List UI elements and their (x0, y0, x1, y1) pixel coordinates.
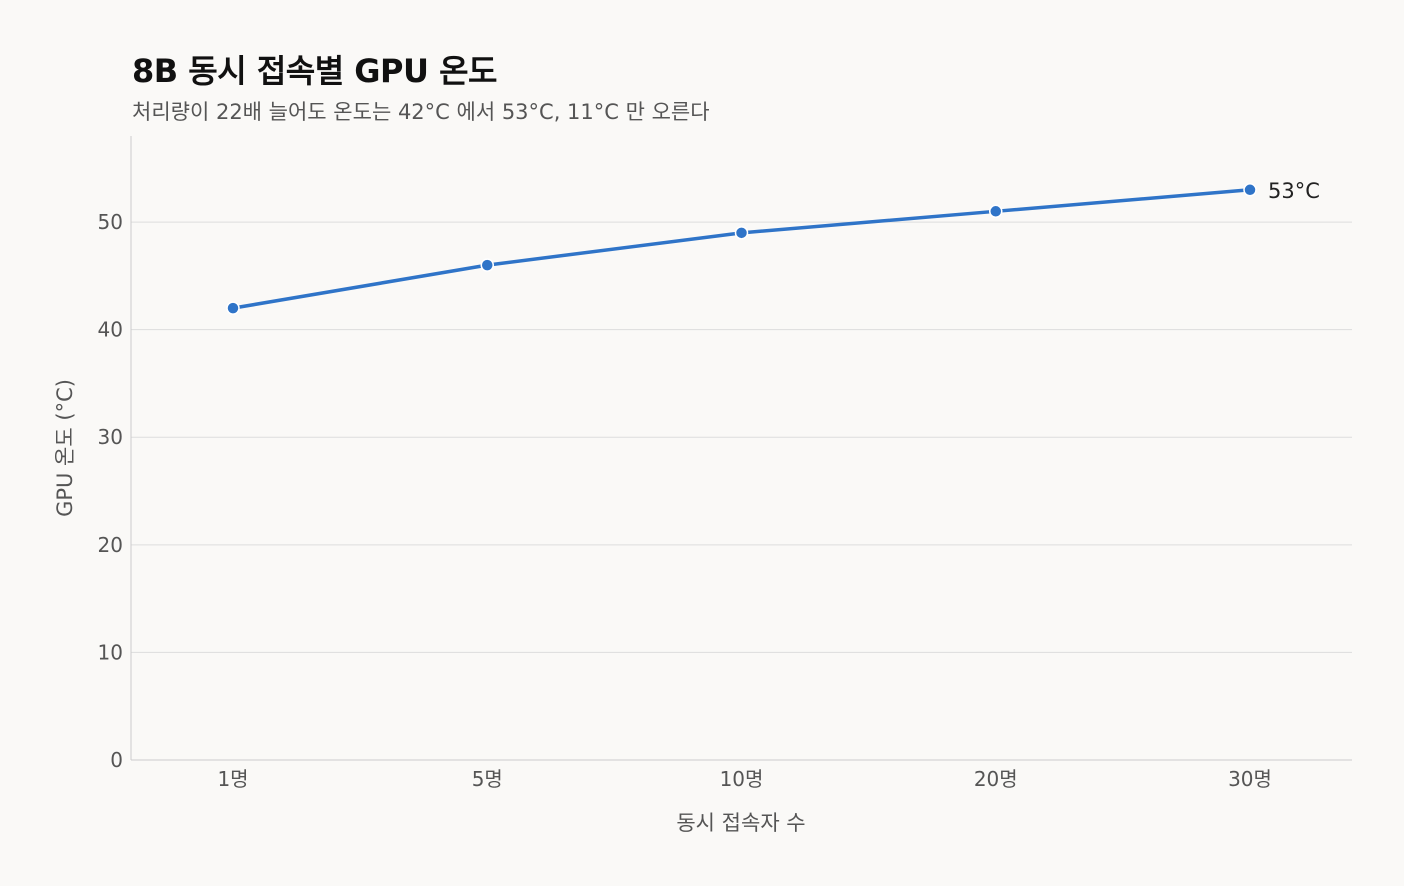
data-point (226, 301, 240, 315)
data-point (1243, 183, 1257, 197)
chart-title: 8B 동시 접속별 GPU 온도 (132, 52, 498, 90)
y-tick-label: 10 (98, 640, 123, 664)
y-tick-label: 20 (98, 533, 123, 557)
y-tick-labels: 0 10 20 30 40 50 (98, 210, 123, 772)
data-point (989, 204, 1003, 219)
x-tick-labels: 1명 5명 10명 20명 30명 (217, 767, 1271, 791)
axes (130, 136, 1352, 761)
data-point (480, 258, 494, 272)
x-axis-title: 동시 접속자 수 (676, 811, 805, 835)
x-tick-label: 30명 (1228, 767, 1272, 791)
y-axis-title: GPU 온도 (°C) (53, 379, 77, 517)
gridlines (131, 221, 1352, 653)
y-tick-label: 30 (98, 425, 123, 449)
series-line (231, 188, 1252, 310)
x-tick-label: 1명 (217, 767, 248, 791)
x-tick-label: 20명 (974, 767, 1018, 791)
end-value-label: 53°C (1268, 179, 1320, 203)
y-tick-label: 0 (110, 748, 123, 772)
x-tick-label: 10명 (720, 767, 764, 791)
y-tick-label: 40 (98, 318, 123, 342)
y-tick-label: 50 (98, 210, 123, 234)
chart-subtitle: 처리량이 22배 늘어도 온도는 42°C 에서 53°C, 11°C 만 오른… (132, 100, 710, 124)
x-tick-label: 5명 (472, 767, 503, 791)
series-layer (226, 183, 1257, 315)
data-point (734, 226, 749, 240)
